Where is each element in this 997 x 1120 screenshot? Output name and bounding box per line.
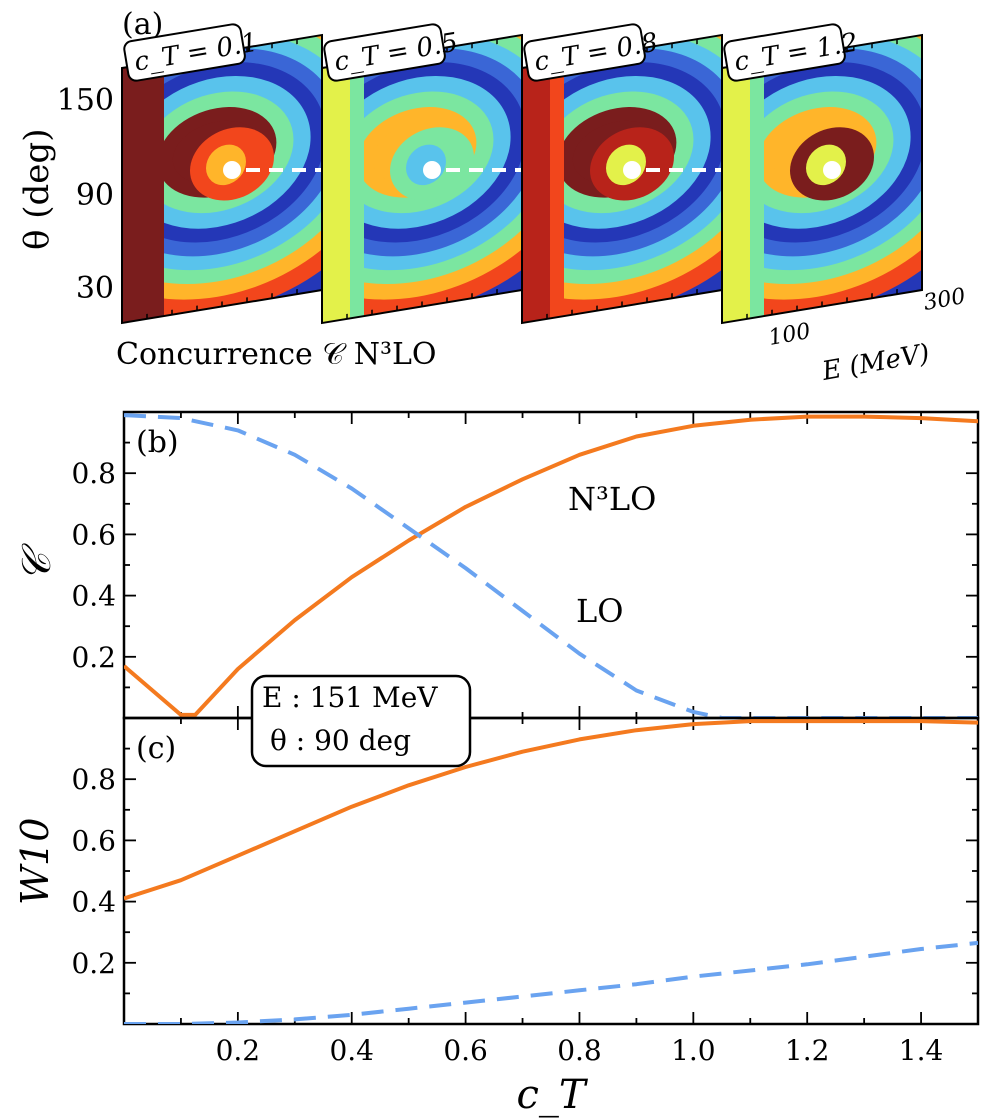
panel-a-ytick-90: 90 <box>76 178 114 213</box>
n3lo-series-line <box>124 414 978 717</box>
panel-a-ylabel: θ (deg) <box>17 129 57 250</box>
map-edge-band <box>122 61 164 323</box>
panel-c-xlabel: c_T <box>516 1072 588 1118</box>
panel-c-w10-chart: 0.2 0.4 0.6 0.8 0.2 0.4 0.6 0.8 1.0 1.2 1.4 (c) W10 c… <box>13 716 980 1118</box>
x-tick-label: 1.0 <box>671 1034 716 1067</box>
panel-a-ytick-150: 150 <box>57 83 114 118</box>
info-box-energy: E : 151 MeV <box>262 681 438 714</box>
y-tick-label: 0.4 <box>71 886 116 919</box>
panel-c-label: (c) <box>136 731 176 766</box>
lo-series-line <box>124 413 978 718</box>
map-marker-dot <box>423 161 441 179</box>
panel-a-xtick-100: 100 <box>767 319 813 351</box>
y-tick-label: 0.2 <box>71 641 116 674</box>
map-edge-band <box>722 63 750 323</box>
info-box-angle: θ : 90 deg <box>270 724 411 757</box>
map-marker-dot <box>223 161 241 179</box>
x-tick-label: 0.4 <box>329 1034 374 1067</box>
panel-c-ylabel: W10 <box>13 818 57 905</box>
plot-frame <box>122 716 980 1026</box>
map-tag-frame <box>123 23 246 82</box>
map-edge-band <box>522 63 550 323</box>
map-edge-band <box>350 61 364 319</box>
lo-series-line <box>124 940 978 1024</box>
n3lo-series-line <box>124 719 978 901</box>
concurrence-map <box>521 33 723 325</box>
x-tick-label: 0.8 <box>557 1034 602 1067</box>
x-tick-label: 1.2 <box>785 1034 830 1067</box>
map-marker-dot <box>623 161 641 179</box>
panel-a-xlabel: E (MeV) <box>819 339 932 388</box>
panel-a-ytick-30: 30 <box>76 271 114 306</box>
map-marker-dot <box>823 161 841 179</box>
panel-a-concurrence-maps: (a) θ (deg) 150 90 30 c_T = 0.1 c_T = 0.5… <box>17 7 968 388</box>
lo-annotation: LO <box>576 592 623 630</box>
y-tick-label: 0.4 <box>71 580 116 613</box>
y-tick-label: 0.2 <box>71 947 116 980</box>
panel-a-xtick-300: 300 <box>922 284 968 316</box>
y-tick-label: 0.6 <box>71 518 116 551</box>
plot-frame <box>122 410 980 720</box>
info-box-frame <box>250 674 472 768</box>
x-tick-label: 0.6 <box>443 1034 488 1067</box>
y-tick-label: 0.6 <box>71 824 116 857</box>
map-edge-band <box>322 63 350 323</box>
concurrence-map <box>121 33 323 325</box>
panel-a-caption: Concurrence 𝒞 N³LO <box>116 337 437 372</box>
map-tag-frame <box>723 23 846 82</box>
panel-b-concurrence-chart: 0.2 0.4 0.6 0.8 (b) 𝒞 N³LO LO <box>14 410 980 720</box>
map-tag-frame <box>523 23 646 82</box>
y-tick-label: 0.8 <box>71 763 116 796</box>
panel-b-label: (b) <box>136 425 179 460</box>
y-tick-label: 0.8 <box>71 457 116 490</box>
map-edge-band <box>750 61 764 319</box>
map-tag-frame <box>323 23 446 82</box>
x-tick-label: 1.4 <box>899 1034 944 1067</box>
map-edge-band <box>550 61 564 319</box>
n3lo-annotation: N³LO <box>568 480 656 518</box>
panel-b-ylabel: 𝒞 <box>14 543 60 582</box>
info-box: E : 151 MeV θ : 90 deg <box>250 674 472 768</box>
x-tick-label: 0.2 <box>216 1034 261 1067</box>
